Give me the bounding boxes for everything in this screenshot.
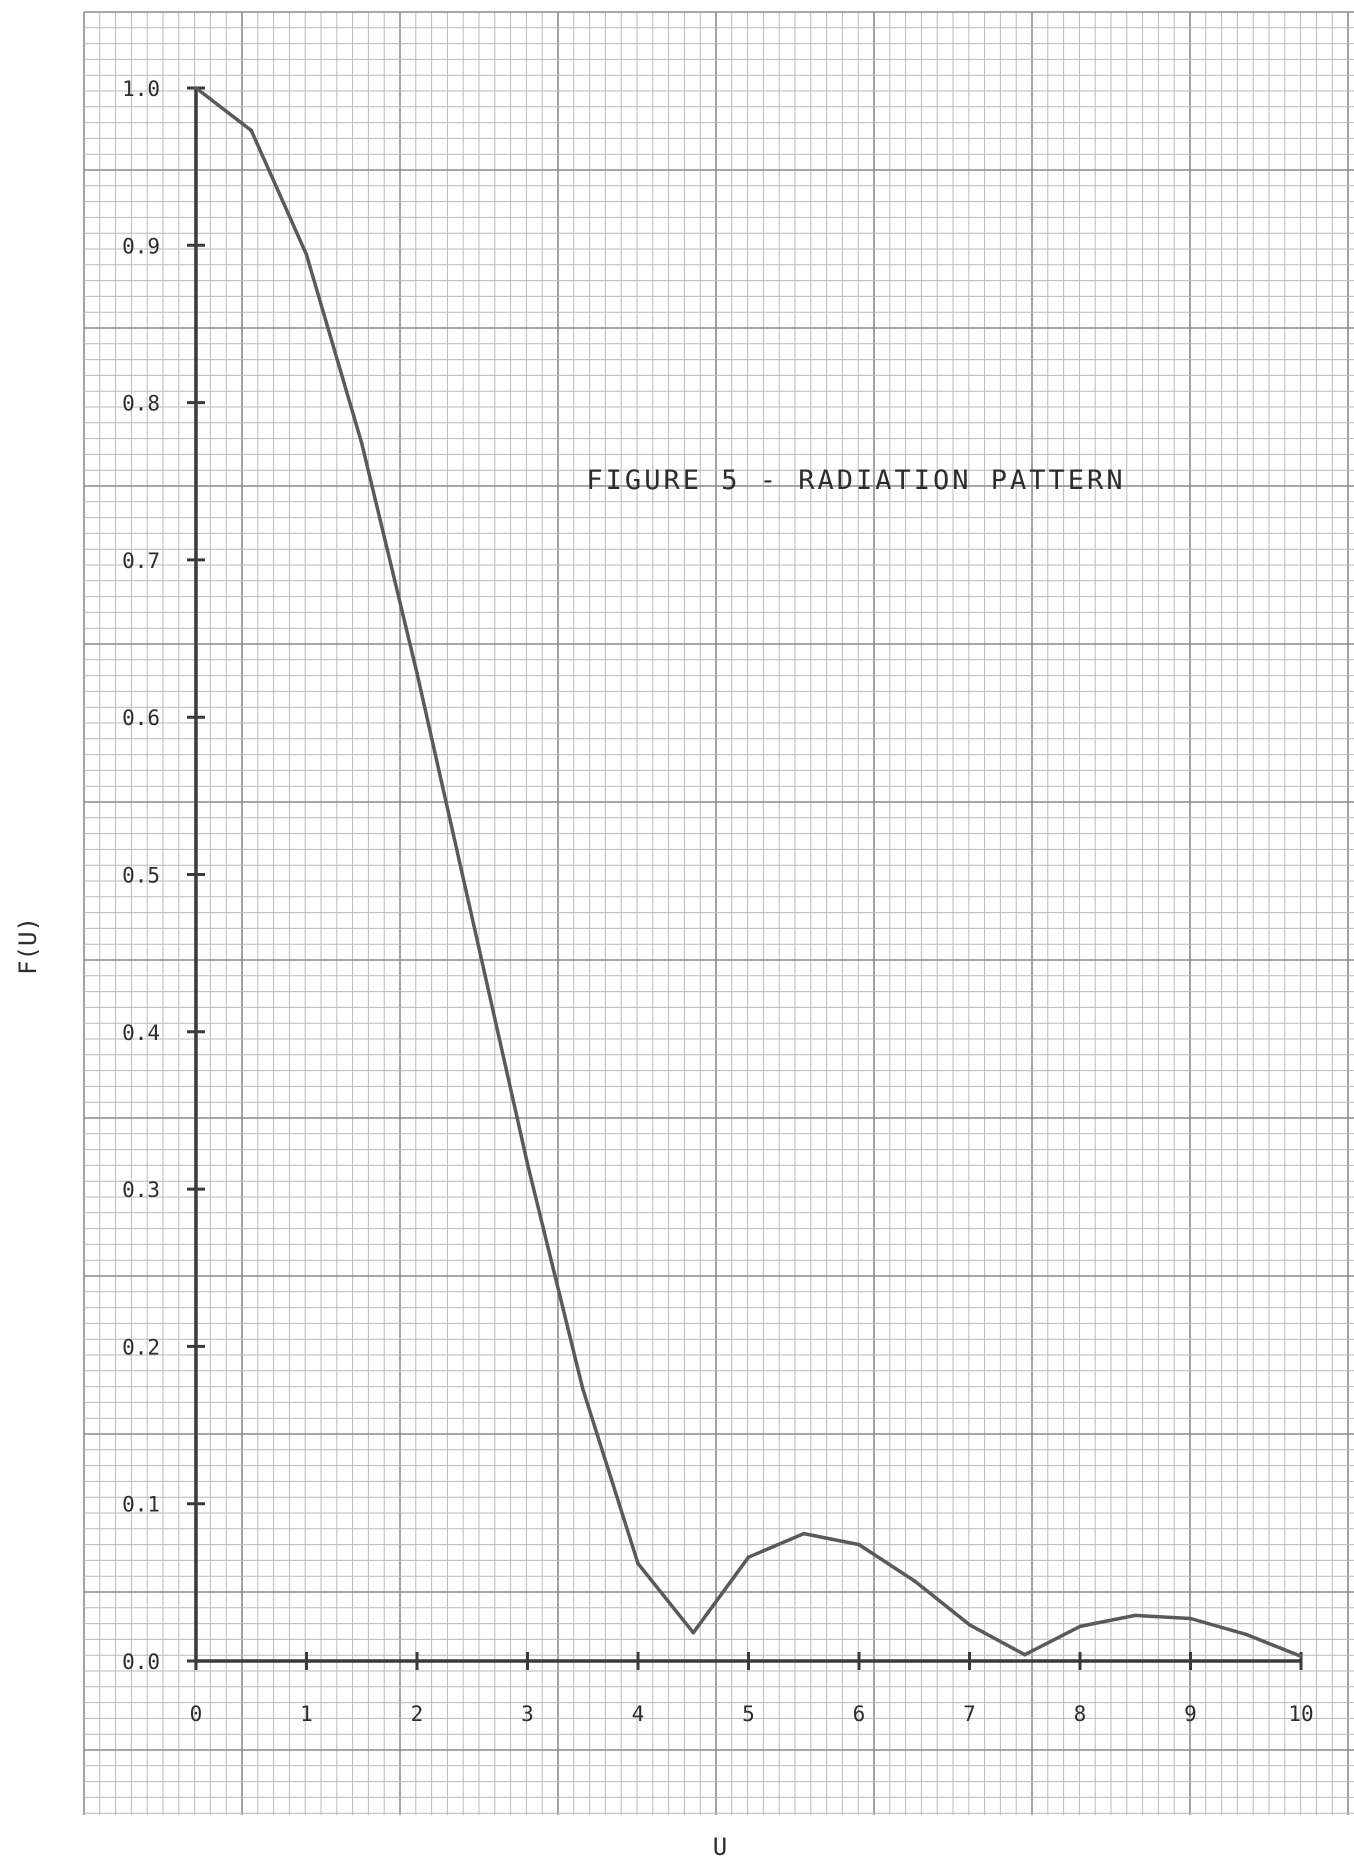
x-tick-label: 9 [1184, 1702, 1197, 1726]
x-tick-label: 1 [300, 1702, 313, 1726]
data-point [912, 1578, 917, 1583]
y-tick-label: 0.4 [122, 1021, 160, 1045]
y-axis-label: F(U) [14, 917, 42, 975]
data-point [691, 1630, 696, 1635]
data-point [801, 1531, 806, 1536]
y-tick-label: 0.7 [122, 549, 160, 573]
data-point [1243, 1632, 1248, 1637]
x-tick-label: 4 [632, 1702, 645, 1726]
x-tick-label: 8 [1074, 1702, 1087, 1726]
series [194, 86, 1303, 1659]
y-tick-label: 1.0 [122, 77, 160, 101]
y-tick-label: 0.6 [122, 706, 160, 730]
x-tick-label: 0 [190, 1702, 203, 1726]
x-tick-label: 6 [853, 1702, 866, 1726]
data-point [1022, 1652, 1027, 1657]
tick-labels: 0 1 2 3 4 5 6 7 8 9 10 0.0 0.1 0.2 0.3 0.4 0.5 0.6 0.7 0.8 0… [122, 77, 1314, 1726]
ticks [187, 86, 1303, 1670]
chart-title: FIGURE 5 - RADIATION PATTERN [586, 465, 1125, 496]
data-point [1133, 1613, 1138, 1618]
data-point [470, 916, 475, 921]
series-line [194, 86, 1302, 1658]
data-point [967, 1623, 972, 1627]
data-point [194, 86, 198, 90]
data-point [415, 671, 419, 675]
data-point [249, 128, 254, 133]
data-point [1078, 1624, 1082, 1629]
y-tick-label: 0.3 [122, 1178, 160, 1202]
data-point [636, 1561, 640, 1566]
x-tick-label: 10 [1288, 1702, 1313, 1726]
y-tick-label: 0.5 [122, 864, 160, 888]
axes [194, 88, 1301, 1663]
x-tick-label: 3 [521, 1702, 534, 1726]
y-tick-label: 0.2 [122, 1335, 160, 1359]
data-point [304, 252, 309, 257]
data-point [857, 1542, 861, 1547]
data-point [359, 441, 364, 446]
y-tick-label: 0.0 [122, 1650, 160, 1674]
y-tick-label: 0.9 [122, 234, 160, 258]
data-point [525, 1162, 530, 1166]
y-tick-label: 0.8 [122, 392, 160, 416]
grid [83, 11, 1354, 1815]
x-tick-label: 2 [411, 1702, 424, 1726]
x-tick-label: 5 [742, 1702, 755, 1726]
x-tick-label: 7 [963, 1702, 976, 1726]
x-axis-label: U [713, 1833, 727, 1861]
data-point [1188, 1616, 1193, 1621]
data-point [580, 1387, 585, 1391]
data-point [1299, 1654, 1303, 1659]
data-point [746, 1555, 751, 1559]
y-tick-label: 0.1 [122, 1493, 160, 1517]
